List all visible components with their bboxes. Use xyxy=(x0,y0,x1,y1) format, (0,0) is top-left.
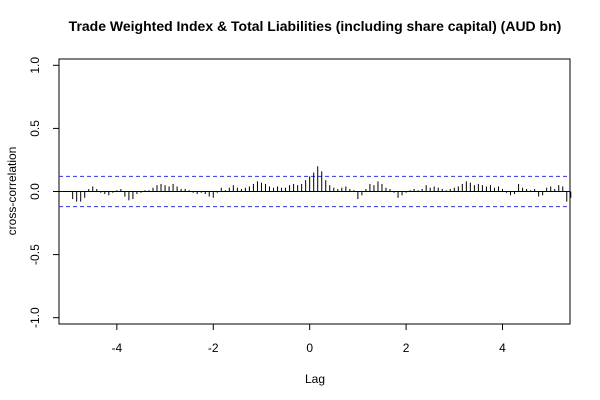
y-tick-label: 0.0 xyxy=(28,183,42,200)
x-tick-label: 0 xyxy=(306,341,313,355)
y-tick-label: 1.0 xyxy=(28,57,42,74)
chart-title: Trade Weighted Index & Total Liabilities… xyxy=(69,18,562,34)
y-axis: -1.0 -0.5 0.0 0.5 1.0 xyxy=(28,57,59,328)
x-axis-label: Lag xyxy=(305,372,325,386)
x-tick-label: 2 xyxy=(403,341,410,355)
x-tick-label: 4 xyxy=(499,341,506,355)
y-tick-label: -1.0 xyxy=(28,307,42,328)
x-tick-label: -2 xyxy=(208,341,219,355)
x-tick-label: -4 xyxy=(112,341,123,355)
ccf-bars xyxy=(72,166,572,202)
confidence-bounds xyxy=(59,175,570,208)
y-axis-label: cross-correlation xyxy=(5,147,19,236)
y-tick-label: -0.5 xyxy=(28,244,42,265)
x-axis: -4 -2 0 2 4 xyxy=(112,324,506,355)
y-tick-label: 0.5 xyxy=(28,120,42,137)
